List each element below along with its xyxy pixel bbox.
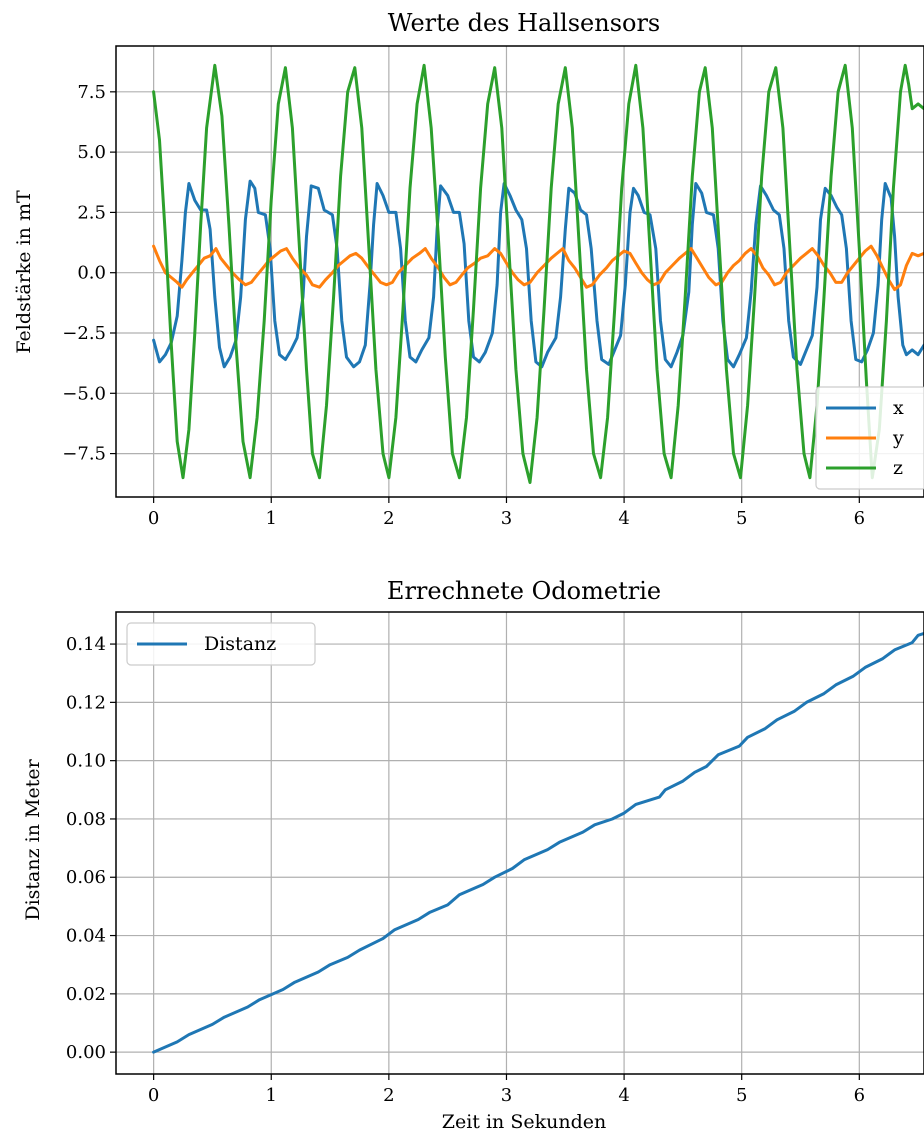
x-tick-label: 6 — [854, 508, 865, 529]
series-line-z — [152, 63, 924, 484]
legend: xyz — [815, 386, 924, 490]
y-tick-label: 0.04 — [66, 926, 106, 947]
plot-frame — [115, 611, 924, 1075]
x-tick-label: 0 — [148, 1085, 159, 1106]
y-tick-label: 0.14 — [66, 634, 106, 655]
ticks: 0 1 2 3 4 5 6 0.00 0.02 0.04 0.06 0.08 0.10 0.12 0.14 — [66, 634, 865, 1106]
series-lines — [152, 63, 924, 484]
y-tick-label: 0.00 — [66, 1042, 106, 1063]
x-tick-label: 4 — [618, 508, 629, 529]
x-tick-label: 3 — [501, 1085, 512, 1106]
y-tick-label: 0.02 — [66, 984, 106, 1005]
x-tick-label: 5 — [736, 1085, 747, 1106]
x-tick-label: 2 — [383, 1085, 394, 1106]
legend-label: z — [893, 457, 903, 479]
x-tick-label: 0 — [148, 508, 159, 529]
x-tick-label: 3 — [501, 508, 512, 529]
legend-label: x — [893, 397, 904, 419]
legend-box — [126, 622, 316, 666]
y-axis-label: Feldstärke in mT — [13, 190, 35, 354]
legend-label: y — [892, 427, 904, 449]
y-tick-label: −5.0 — [62, 383, 106, 404]
y-tick-label: 0.08 — [66, 809, 106, 830]
x-tick-label: 1 — [266, 1085, 277, 1106]
y-tick-label: 7.5 — [77, 82, 106, 103]
x-tick-label: 6 — [854, 1085, 865, 1106]
y-axis-label: Distanz in Meter — [22, 758, 44, 920]
chart-title: Errechnete Odometrie — [387, 577, 661, 605]
series-line-x — [152, 179, 924, 369]
x-tick-label: 2 — [383, 508, 394, 529]
grid — [116, 612, 924, 1074]
y-tick-label: 5.0 — [77, 142, 106, 163]
plot-frame — [115, 45, 924, 498]
y-tick-label: −2.5 — [62, 323, 106, 344]
y-tick-label: 0.06 — [66, 867, 106, 888]
hall-sensor-chart: Werte des Hallsensors Feldstärke in mT 0… — [13, 9, 924, 529]
x-tick-label: 1 — [266, 508, 277, 529]
x-axis-label: Zeit in Sekunden — [442, 1111, 606, 1133]
series-line-y — [152, 244, 924, 292]
legend-label: Distanz — [204, 633, 276, 655]
chart-title: Werte des Hallsensors — [388, 9, 661, 37]
y-tick-label: 2.5 — [77, 202, 106, 223]
odometry-chart: Errechnete Odometrie Distanz in Meter Ze… — [22, 577, 924, 1133]
x-tick-label: 4 — [618, 1085, 629, 1106]
y-tick-label: 0.0 — [77, 263, 106, 284]
y-tick-label: 0.12 — [66, 692, 106, 713]
legend: Distanz — [126, 622, 316, 666]
series-lines — [152, 631, 924, 1054]
x-tick-label: 5 — [736, 508, 747, 529]
y-tick-label: 0.10 — [66, 751, 106, 772]
y-tick-label: −7.5 — [62, 444, 106, 465]
ticks: 0 1 2 3 4 5 6 −7.5 −5.0 −2.5 0.0 2.5 5.0 7.5 — [62, 82, 865, 529]
series-line-distanz — [152, 631, 924, 1054]
